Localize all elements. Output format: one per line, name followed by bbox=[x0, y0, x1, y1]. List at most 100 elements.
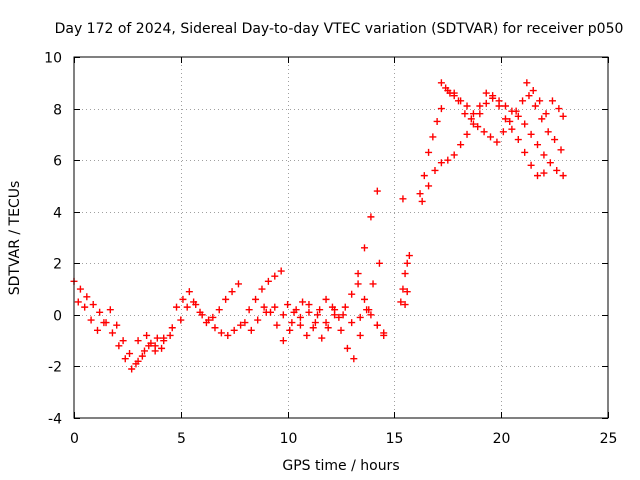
data-point bbox=[279, 337, 287, 345]
data-point bbox=[553, 166, 561, 174]
data-point bbox=[245, 306, 253, 314]
data-point bbox=[442, 84, 450, 92]
data-point bbox=[425, 182, 433, 190]
data-point bbox=[356, 331, 364, 339]
data-point bbox=[467, 115, 475, 123]
data-point bbox=[288, 319, 296, 327]
y-tick-label: 6 bbox=[53, 154, 62, 170]
data-point bbox=[264, 277, 272, 285]
data-point bbox=[489, 92, 497, 100]
data-point bbox=[548, 97, 556, 105]
data-point bbox=[401, 270, 409, 278]
x-tick-label: 20 bbox=[493, 431, 511, 447]
data-point bbox=[397, 298, 405, 306]
data-point bbox=[540, 151, 548, 159]
data-point bbox=[205, 316, 213, 324]
data-point bbox=[252, 295, 260, 303]
data-point bbox=[487, 133, 495, 141]
data-point bbox=[217, 329, 225, 337]
data-point bbox=[418, 197, 426, 205]
data-point bbox=[192, 301, 200, 309]
data-point bbox=[296, 313, 304, 321]
series-track-m bbox=[461, 92, 565, 154]
data-point bbox=[230, 326, 238, 334]
data-point bbox=[508, 125, 516, 133]
data-point bbox=[534, 172, 542, 180]
data-point bbox=[469, 120, 477, 128]
x-tick-label: 15 bbox=[386, 431, 404, 447]
data-point bbox=[501, 115, 509, 123]
data-point bbox=[544, 128, 552, 136]
data-point bbox=[367, 311, 375, 319]
data-point bbox=[534, 141, 542, 149]
data-point bbox=[380, 329, 388, 337]
data-point bbox=[241, 319, 249, 327]
data-point bbox=[348, 290, 356, 298]
y-tick-label: -4 bbox=[48, 412, 62, 428]
data-point bbox=[279, 311, 287, 319]
data-point bbox=[444, 156, 452, 164]
grid-lines bbox=[74, 57, 608, 418]
data-point bbox=[356, 313, 364, 321]
data-point bbox=[134, 337, 142, 345]
x-tick-label: 0 bbox=[70, 431, 79, 447]
data-point bbox=[153, 334, 161, 342]
data-point bbox=[450, 92, 458, 100]
plot-frame bbox=[73, 56, 609, 419]
data-point bbox=[437, 105, 445, 113]
data-point bbox=[145, 342, 153, 350]
data-point bbox=[222, 295, 230, 303]
data-point bbox=[369, 280, 377, 288]
y-tick-label: 8 bbox=[53, 103, 62, 119]
data-point bbox=[106, 306, 114, 314]
series-track-l bbox=[418, 92, 567, 205]
data-point bbox=[277, 267, 285, 275]
data-point bbox=[83, 293, 91, 301]
data-point bbox=[128, 365, 136, 373]
data-point bbox=[403, 288, 411, 296]
data-point bbox=[337, 326, 345, 334]
data-point bbox=[493, 138, 501, 146]
data-point bbox=[303, 331, 311, 339]
series-track-d bbox=[173, 288, 245, 339]
data-point bbox=[305, 301, 313, 309]
data-point bbox=[93, 326, 101, 334]
series-track-h bbox=[354, 280, 388, 337]
data-point bbox=[482, 99, 490, 107]
data-point bbox=[429, 133, 437, 141]
series-track-f bbox=[241, 259, 383, 363]
data-point bbox=[551, 136, 559, 144]
data-point bbox=[521, 148, 529, 156]
series-track-b bbox=[74, 298, 166, 368]
data-point bbox=[151, 342, 159, 350]
data-point bbox=[512, 107, 520, 115]
data-point bbox=[506, 117, 514, 125]
data-point bbox=[237, 321, 245, 329]
data-point bbox=[89, 301, 97, 309]
data-point bbox=[501, 102, 509, 110]
data-point bbox=[546, 159, 554, 167]
data-point bbox=[514, 112, 522, 120]
series-track-c bbox=[134, 280, 242, 350]
data-point bbox=[463, 130, 471, 138]
data-point bbox=[322, 295, 330, 303]
data-point bbox=[296, 321, 304, 329]
data-point bbox=[247, 326, 255, 334]
data-point bbox=[373, 187, 381, 195]
chart-title: Day 172 of 2024, Sidereal Day-to-day VTE… bbox=[55, 21, 624, 37]
data-point bbox=[480, 128, 488, 136]
data-point bbox=[331, 306, 339, 314]
data-point bbox=[160, 334, 168, 342]
y-tick-label: 10 bbox=[44, 51, 62, 67]
data-point bbox=[405, 252, 413, 260]
series-track-k bbox=[416, 87, 548, 198]
data-point bbox=[132, 360, 140, 368]
data-point bbox=[341, 303, 349, 311]
data-point bbox=[173, 303, 181, 311]
data-point bbox=[360, 244, 368, 252]
data-point bbox=[309, 324, 317, 332]
data-point bbox=[179, 295, 187, 303]
data-point bbox=[437, 159, 445, 167]
series-track-g bbox=[262, 301, 388, 339]
data-point bbox=[258, 285, 266, 293]
